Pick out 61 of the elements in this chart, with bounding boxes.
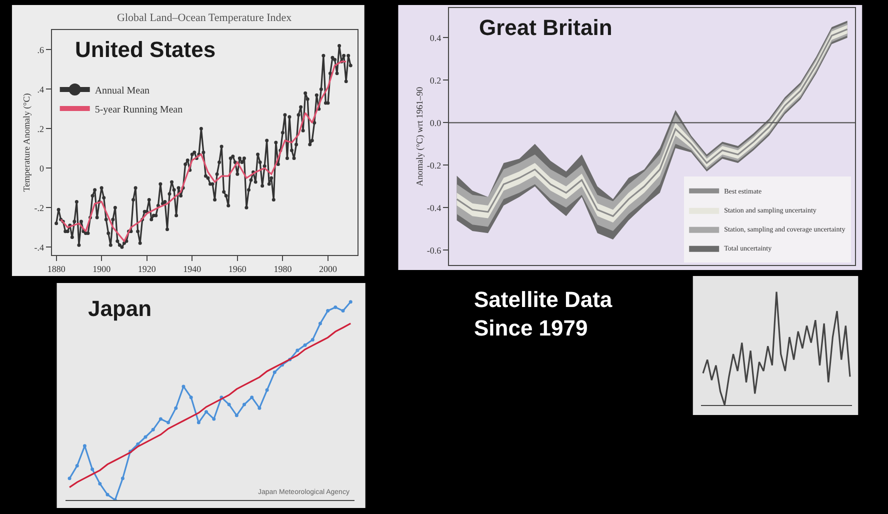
point (212, 417, 216, 421)
point (303, 343, 307, 347)
point (120, 476, 124, 480)
y-axis-title: Anomaly (°C) wrt 1961–90 (414, 86, 424, 186)
y-tick-label: .2 (37, 124, 44, 134)
text: Satellite Data Since 1979 (474, 287, 613, 341)
point (242, 402, 246, 406)
point (144, 435, 148, 439)
x-tick-label: 1900 (92, 264, 112, 274)
chart-title: Japan (88, 296, 152, 321)
point (189, 396, 193, 400)
point (234, 414, 238, 418)
y-tick-label: 0 (39, 163, 44, 174)
point (158, 417, 162, 421)
y-tick-label: -.4 (34, 242, 44, 252)
y-tick-label: 0.2 (430, 75, 442, 86)
point (326, 309, 330, 313)
y-tick-label: .6 (37, 44, 44, 55)
point (68, 476, 72, 480)
legend-label: 5-year Running Mean (94, 104, 183, 116)
point (348, 300, 352, 304)
point (272, 370, 276, 374)
point (82, 444, 86, 448)
point (310, 338, 314, 342)
y-tick-label: .4 (37, 84, 44, 94)
point (341, 309, 345, 313)
x-tick-label: 1940 (183, 264, 202, 274)
chart-title: Great Britain (479, 15, 612, 40)
y-tick-label: 0.4 (430, 32, 442, 43)
x-tick-label: 2000 (318, 264, 338, 274)
legend-label: Annual Mean (94, 85, 150, 96)
x-tick-label: 1880 (47, 264, 66, 274)
y-tick-label: -.2 (34, 202, 44, 213)
point (166, 420, 170, 424)
point (182, 384, 186, 388)
chart-title: United States (75, 37, 216, 62)
point (75, 464, 79, 468)
point (296, 348, 300, 352)
point (334, 305, 338, 309)
x-tick-label: 1960 (228, 264, 247, 274)
point (227, 402, 231, 406)
point (318, 322, 322, 326)
point (136, 442, 140, 446)
point (250, 396, 254, 400)
point (204, 410, 208, 414)
y-tick-label: -0.6 (426, 245, 442, 256)
point (196, 420, 200, 424)
point (106, 492, 110, 496)
y-axis-title: Temperature Anomaly (°C) (22, 93, 32, 192)
y-tick-label: 0.0 (430, 118, 442, 128)
point (90, 468, 94, 472)
chart-subtitle: Global Land–Ocean Temperature Index (117, 12, 292, 24)
x-tick-label: 1980 (274, 264, 292, 274)
point (265, 388, 269, 392)
point (258, 406, 262, 410)
y-tick-label: -0.2 (426, 160, 442, 170)
x-tick-label: 1920 (138, 264, 156, 274)
point (174, 406, 178, 410)
point (151, 428, 155, 432)
point (98, 482, 102, 486)
y-tick-label: -0.4 (426, 202, 442, 213)
